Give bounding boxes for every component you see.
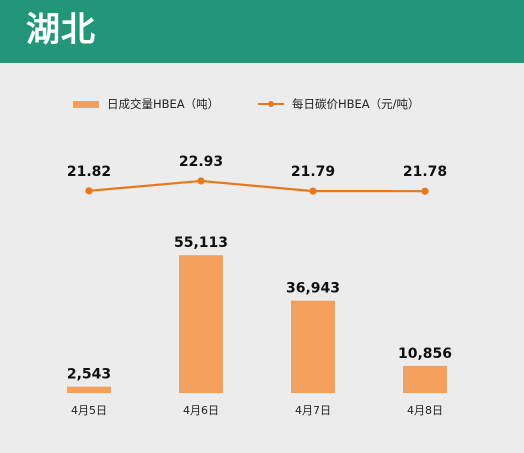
x-tick-label-2: 4月7日 — [295, 404, 331, 417]
legend-item-price: 每日碳价HBEA（元/吨） — [258, 93, 420, 115]
x-tick-label-0: 4月5日 — [71, 404, 107, 417]
legend-swatch-bar — [73, 100, 99, 108]
bar-2 — [291, 300, 335, 393]
legend-swatch-line — [258, 99, 284, 109]
chart-legend: 日成交量HBEA（吨） 每日碳价HBEA（元/吨） — [0, 93, 524, 115]
legend-label-price: 每日碳价HBEA（元/吨） — [292, 97, 420, 111]
legend-label-volume: 日成交量HBEA（吨） — [107, 97, 220, 111]
price-point-1 — [197, 177, 205, 185]
price-point-2 — [309, 187, 317, 195]
page-title: 湖北 — [26, 10, 96, 50]
price-point-0 — [85, 187, 93, 195]
bar-label-2: 36,943 — [286, 281, 340, 297]
price-label-1: 22.93 — [179, 154, 223, 170]
bar-label-3: 10,856 — [398, 346, 452, 362]
bar-0 — [67, 386, 111, 393]
price-label-3: 21.78 — [403, 164, 447, 180]
x-tick-label-3: 4月8日 — [407, 404, 443, 417]
bar-label-1: 55,113 — [174, 235, 228, 251]
bar-3 — [403, 365, 447, 393]
price-line — [88, 179, 426, 193]
bar-label-0: 2,543 — [67, 367, 111, 383]
price-label-0: 21.82 — [67, 164, 111, 180]
price-point-3 — [421, 187, 429, 195]
price-label-2: 21.79 — [291, 164, 335, 180]
header-bar: 湖北 — [0, 0, 524, 63]
x-tick-label-1: 4月6日 — [183, 404, 219, 417]
legend-item-volume: 日成交量HBEA（吨） — [73, 93, 219, 115]
bar-1 — [179, 255, 223, 393]
